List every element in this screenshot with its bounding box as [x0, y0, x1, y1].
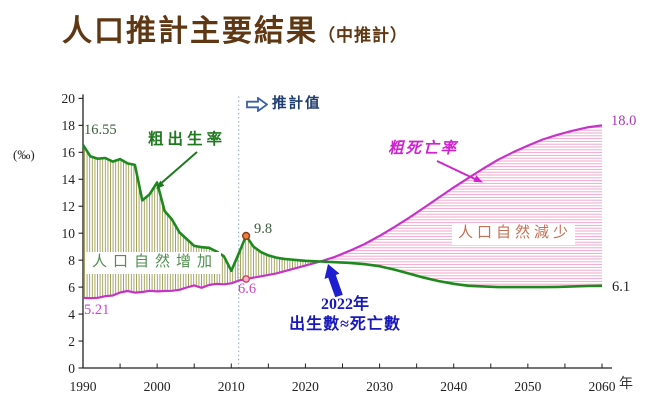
crossover-arrow: [324, 264, 343, 298]
birth-rate-start-value: 16.55: [84, 122, 117, 138]
projection-badge: 推計值: [246, 96, 322, 113]
page-title-main: 人口推計主要結果: [62, 15, 318, 48]
birth-peak-marker: [242, 231, 251, 240]
death-rate-line: [82, 124, 603, 300]
x-tick-label: 2000: [144, 379, 171, 394]
death-rate-end-value: 18.0: [611, 113, 637, 129]
projection-badge-label: 推計值: [272, 96, 322, 112]
y-tick-label: 6: [68, 280, 75, 295]
y-tick-label: 20: [62, 91, 76, 106]
page-title: 人口推計主要結果（中推計）: [62, 6, 408, 50]
x-tick-label: 2040: [440, 379, 467, 394]
y-tick-label: 14: [62, 172, 76, 187]
crossover-annotation-text: 出生數≈死亡數: [289, 316, 401, 333]
y-axis-unit-label: (‰): [13, 147, 35, 162]
x-axis-unit-label: 年: [619, 377, 633, 392]
y-tick-label: 4: [68, 307, 75, 322]
y-tick-label: 12: [62, 199, 76, 214]
y-tick-label: 0: [68, 361, 75, 376]
x-tick-label: 2010: [218, 379, 245, 394]
death-rate-marker-value: 6.6: [238, 281, 257, 297]
x-tick-label: 1990: [70, 379, 97, 394]
birth-rate-peak-value: 9.8: [254, 221, 273, 237]
natural-increase-region: [83, 144, 321, 299]
death-rate-series-label: 粗死亡率: [388, 140, 459, 157]
x-tick-label: 2060: [589, 379, 616, 394]
y-tick-label: 18: [62, 118, 76, 133]
natural-increase-region-label: 人口自然增加: [86, 252, 222, 274]
x-tick-label: 2050: [514, 379, 541, 394]
death-marker: [242, 275, 251, 283]
crossover-annotation-year: 2022年: [320, 296, 369, 313]
birth-rate-series-label: 粗出生率: [148, 131, 227, 148]
death-label-arrowhead: [473, 175, 483, 183]
death-label-arrow: [436, 160, 478, 181]
birth-label-arrow: [157, 151, 198, 187]
x-tick-label: 2030: [366, 379, 393, 394]
birth-rate-line: [81, 144, 603, 289]
right-arrow-icon: [246, 97, 268, 113]
natural-decrease-region-label: 人口自然減少: [452, 223, 576, 245]
death-rate-start-value: 5.21: [84, 302, 110, 318]
page-title-sub: （中推計）: [318, 26, 408, 45]
y-tick-label: 8: [68, 253, 75, 268]
y-tick-label: 2: [68, 334, 75, 349]
x-tick-label: 2020: [292, 379, 319, 394]
natural-decrease-region: [320, 125, 602, 288]
birth-label-arrowhead: [156, 180, 165, 189]
y-tick-label: 16: [62, 145, 76, 160]
birth-rate-end-value: 6.1: [612, 279, 631, 295]
y-tick-label: 10: [62, 226, 76, 241]
